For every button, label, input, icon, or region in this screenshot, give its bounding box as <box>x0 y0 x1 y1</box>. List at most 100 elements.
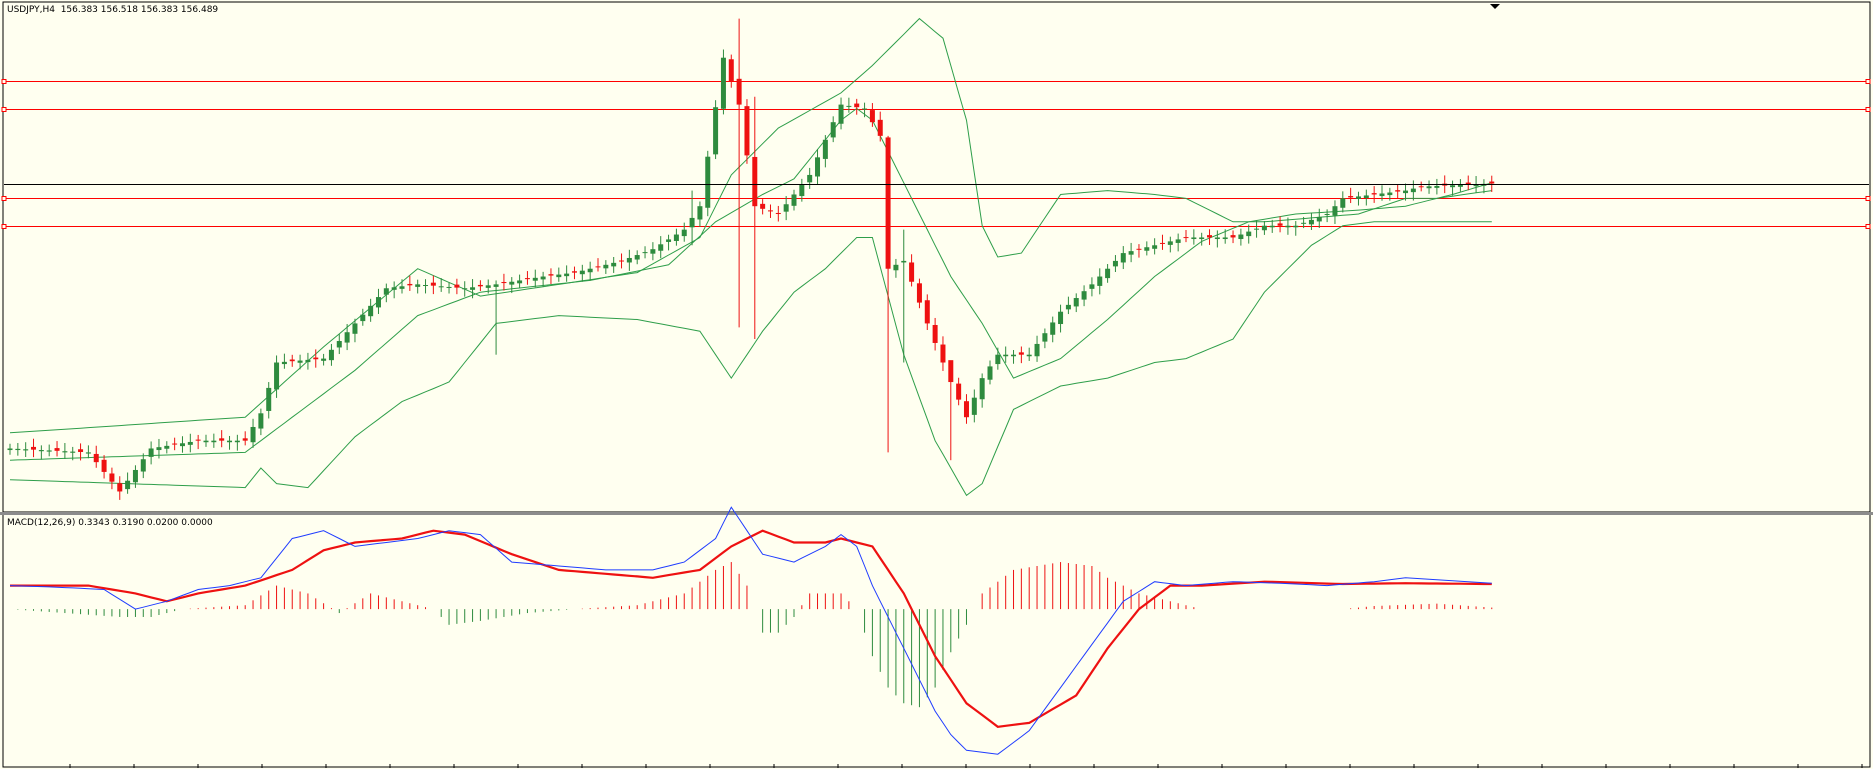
candle-body <box>1403 190 1409 194</box>
candle-body <box>313 357 319 360</box>
horizontal-levels[interactable] <box>1 79 1871 229</box>
candle-body <box>1050 322 1056 335</box>
candle-body <box>799 184 805 197</box>
candle-body <box>446 286 452 288</box>
candle-body <box>1277 223 1283 226</box>
candle-body <box>681 229 687 237</box>
macd-lines <box>9 506 1492 755</box>
candle-body <box>70 451 76 453</box>
candle-body <box>1371 193 1377 195</box>
candle-body <box>1003 354 1009 357</box>
candle-body <box>1473 184 1479 187</box>
candle-body <box>517 280 523 284</box>
candle-body <box>328 349 334 361</box>
candle-body <box>830 122 836 138</box>
candle-body <box>1222 237 1228 240</box>
candle-body <box>203 440 209 443</box>
candle-body <box>932 324 938 343</box>
candle-body <box>258 413 264 429</box>
candle-body <box>227 440 233 443</box>
candle-body <box>1199 237 1205 240</box>
candle-body <box>1301 222 1307 224</box>
bollinger-bands <box>9 17 1492 497</box>
level-handle <box>1865 79 1871 84</box>
level-handle <box>1 79 7 84</box>
candle-body <box>172 443 178 445</box>
candle-body <box>297 360 303 363</box>
candle-body <box>767 210 773 212</box>
candle-body <box>62 451 68 453</box>
candle-body <box>689 217 695 228</box>
macd-pane-border <box>2 513 1871 768</box>
candle-body <box>1348 196 1354 198</box>
candle-body <box>548 274 554 276</box>
level-handle <box>1 107 7 112</box>
candle-body <box>375 297 381 308</box>
candle-body <box>501 282 507 284</box>
candle-body <box>93 453 99 463</box>
candle-body <box>509 281 515 285</box>
candle-body <box>430 282 436 286</box>
candle-body <box>234 440 240 443</box>
candle-body <box>1175 239 1181 243</box>
candle-body <box>1097 276 1103 286</box>
candle-body <box>713 107 719 155</box>
candle-body <box>1285 225 1291 228</box>
candle-body <box>603 264 609 269</box>
candle-body <box>462 288 468 290</box>
candle-body <box>971 397 977 415</box>
main-chart-title: USDJPY,H4 156.383 156.518 156.383 156.48… <box>7 5 219 15</box>
candle-body <box>289 359 295 362</box>
candle-body <box>556 274 562 278</box>
candle-body <box>532 277 538 281</box>
candle-body <box>321 358 327 361</box>
candle-body <box>117 483 123 492</box>
candle-body <box>1410 188 1416 193</box>
candle-body <box>744 106 750 156</box>
candle-body <box>477 284 483 287</box>
candle-body <box>909 262 915 282</box>
candle-body <box>1457 184 1463 187</box>
candle-body <box>1450 185 1456 188</box>
candle-body <box>1489 181 1495 184</box>
candle-body <box>132 469 138 483</box>
candle-body <box>869 110 875 123</box>
candle-body <box>1355 196 1361 199</box>
candle-body <box>101 459 107 472</box>
candle-body <box>822 139 828 159</box>
candle-body <box>1089 284 1095 289</box>
candle-body <box>266 387 272 411</box>
candle-body <box>78 449 84 452</box>
candle-body <box>1112 260 1118 267</box>
candle-body <box>1058 311 1064 325</box>
candle-body <box>995 354 1001 365</box>
candle-body <box>211 440 217 443</box>
candle-body <box>987 366 993 380</box>
level-handle <box>1865 224 1871 229</box>
candle-body <box>1183 237 1189 239</box>
macd-pane <box>0 512 1873 768</box>
candlesticks <box>7 18 1495 500</box>
candle-body <box>493 284 499 287</box>
candle-body <box>23 449 29 451</box>
level-handle <box>1 224 7 229</box>
candle-body <box>940 344 946 363</box>
candle-body <box>1144 247 1150 251</box>
level-handle <box>1865 107 1871 112</box>
candle-body <box>1308 219 1314 225</box>
shift-marker-triangle <box>1490 4 1500 9</box>
candle-body <box>454 284 460 288</box>
candle-body <box>901 260 907 263</box>
candle-body <box>1167 241 1173 245</box>
candle-body <box>1191 237 1197 240</box>
candle-body <box>862 108 868 110</box>
candle-body <box>140 459 146 472</box>
candle-body <box>407 283 413 286</box>
candle-body <box>1395 190 1401 192</box>
candle-body <box>807 174 813 183</box>
candle-body <box>360 314 366 322</box>
candle-body <box>705 156 711 208</box>
candle-body <box>956 383 962 400</box>
